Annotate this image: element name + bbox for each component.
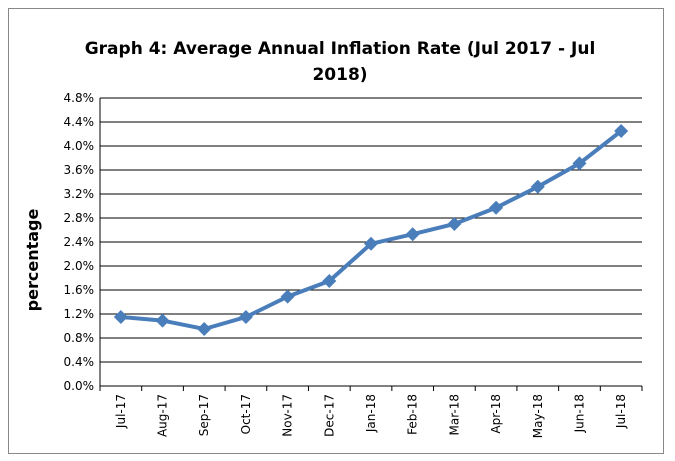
y-tick-label: 3.2% [64, 187, 95, 201]
data-point [572, 156, 587, 171]
x-tick-label: May-18 [531, 394, 545, 438]
y-tick-label: 1.2% [64, 307, 95, 321]
data-point [155, 313, 170, 328]
data-point [530, 179, 545, 194]
y-tick-label: 3.6% [64, 163, 95, 177]
data-line [120, 129, 623, 332]
data-point [364, 236, 378, 251]
x-tick-label: Feb-18 [406, 394, 420, 435]
data-point [238, 310, 253, 324]
y-tick-label: 4.4% [64, 115, 95, 129]
y-tick-label: 2.0% [64, 259, 95, 273]
data-point [405, 227, 420, 242]
x-tick-label: Oct-17 [239, 394, 253, 434]
x-tick-label: Apr-18 [489, 394, 503, 434]
x-tick-label: Jul-18 [614, 394, 628, 429]
x-tick-label: Jul-17 [114, 394, 128, 429]
data-point [197, 322, 212, 336]
y-tick-label: 2.8% [64, 211, 95, 225]
data-point [322, 274, 337, 288]
x-tick-label: Mar-18 [447, 394, 461, 435]
data-point [113, 310, 128, 324]
data-point [280, 289, 295, 304]
x-tick-label: Dec-17 [322, 394, 336, 437]
x-tick-label: Nov-17 [281, 394, 295, 437]
x-tick-label: Aug-17 [156, 394, 170, 437]
data-point [489, 200, 504, 215]
x-tick-label: Jun-18 [572, 394, 586, 433]
x-tick-label: Sep-17 [197, 394, 211, 436]
y-tick-label: 2.4% [64, 235, 95, 249]
y-tick-label: 1.6% [64, 283, 95, 297]
y-tick-label: 0.4% [64, 355, 95, 369]
x-tick-label: Jan-18 [364, 394, 378, 433]
data-point [614, 124, 629, 138]
chart-title: Graph 4: Average Annual Inflation Rate (… [84, 39, 596, 85]
y-tick-label: 0.8% [64, 331, 95, 345]
data-point [447, 217, 462, 231]
y-axis-label: percentage [23, 209, 42, 312]
chart-frame [8, 8, 664, 454]
y-tick-label: 0.0% [64, 379, 95, 393]
y-tick-label: 4.0% [64, 139, 95, 153]
y-tick-label: 4.8% [64, 91, 95, 105]
